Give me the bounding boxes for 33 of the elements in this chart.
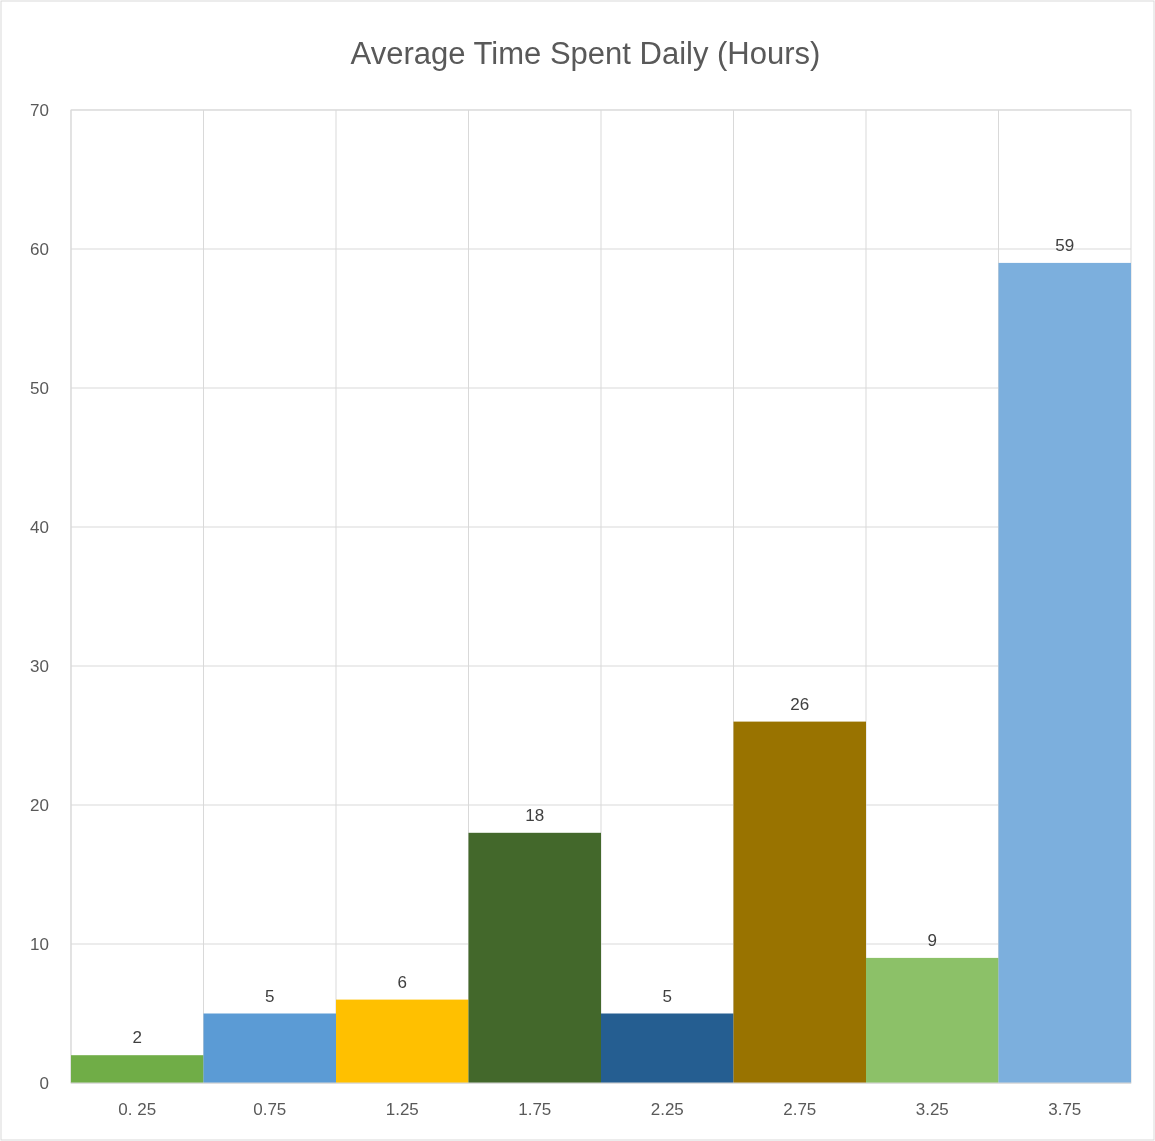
bar bbox=[866, 957, 999, 1083]
y-tick-label: 10 bbox=[30, 934, 49, 954]
y-tick-label: 70 bbox=[30, 100, 49, 120]
data-label: 6 bbox=[397, 972, 407, 992]
bar bbox=[71, 1055, 204, 1083]
bar bbox=[468, 832, 601, 1083]
x-tick-label: 0.75 bbox=[253, 1100, 287, 1119]
bar bbox=[601, 1013, 734, 1083]
bar bbox=[336, 999, 469, 1083]
data-label: 9 bbox=[927, 930, 937, 950]
data-label: 18 bbox=[525, 805, 545, 825]
data-label: 5 bbox=[265, 986, 275, 1006]
chart-title: Average Time Spent Daily (Hours) bbox=[350, 36, 821, 71]
data-label: 5 bbox=[662, 986, 672, 1006]
x-tick-label: 3.75 bbox=[1048, 1100, 1082, 1119]
x-tick-label: 2.25 bbox=[650, 1100, 684, 1119]
y-tick-label: 0 bbox=[39, 1073, 49, 1093]
data-label: 59 bbox=[1055, 235, 1075, 255]
bar bbox=[998, 262, 1131, 1083]
x-tick-label: 1.75 bbox=[518, 1100, 552, 1119]
y-tick-label: 40 bbox=[30, 517, 49, 537]
y-tick-label: 50 bbox=[30, 378, 49, 398]
y-tick-label: 30 bbox=[30, 656, 49, 676]
bar bbox=[733, 721, 866, 1083]
data-label: 26 bbox=[790, 694, 810, 714]
y-tick-label: 60 bbox=[30, 239, 49, 259]
x-tick-label: 3.25 bbox=[915, 1100, 949, 1119]
x-tick-label: 0. 25 bbox=[118, 1100, 157, 1119]
y-tick-label: 20 bbox=[30, 795, 49, 815]
x-tick-label: 2.75 bbox=[783, 1100, 817, 1119]
x-tick-label: 1.25 bbox=[385, 1100, 419, 1119]
bar bbox=[203, 1013, 336, 1083]
data-label: 2 bbox=[132, 1028, 142, 1048]
